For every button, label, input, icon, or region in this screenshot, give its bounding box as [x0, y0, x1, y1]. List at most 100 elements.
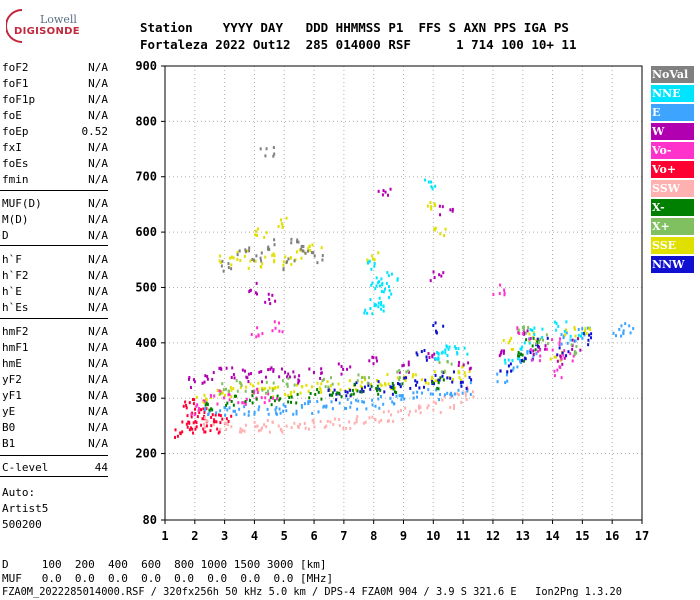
data-point-nne — [448, 345, 451, 349]
data-point-w — [260, 370, 263, 374]
data-point-e — [403, 397, 406, 401]
data-point-e — [618, 327, 621, 331]
data-point-e — [243, 405, 246, 409]
data-point-w — [292, 370, 295, 374]
data-point-e — [243, 412, 246, 416]
data-point-e — [416, 390, 419, 394]
data-point-sse — [300, 256, 303, 260]
data-point-x — [537, 340, 540, 344]
data-point-noval — [290, 237, 293, 241]
data-point-nnw — [461, 380, 464, 384]
data-point-x — [395, 391, 398, 395]
param-value: N/A — [88, 77, 108, 90]
data-point-noval — [264, 154, 267, 158]
data-point-x — [363, 376, 366, 380]
data-point-w — [246, 376, 249, 380]
data-point-sse — [585, 331, 588, 335]
data-point-x — [376, 389, 379, 393]
data-point-vo — [204, 430, 207, 434]
data-point-nne — [565, 320, 568, 324]
data-point-nne — [367, 260, 370, 264]
data-point-e — [219, 409, 222, 413]
data-point-nne — [434, 357, 437, 361]
data-point-nnw — [499, 369, 502, 373]
data-point-sse — [433, 370, 436, 374]
data-point-vo — [277, 321, 280, 325]
data-point-noval — [286, 260, 289, 264]
data-point-sse — [219, 260, 222, 264]
data-point-x — [206, 403, 209, 407]
data-point-w — [449, 208, 452, 212]
data-point-vo — [275, 397, 278, 401]
data-point-vo — [186, 425, 189, 429]
data-point-nnw — [441, 374, 444, 378]
data-point-sse — [299, 391, 302, 395]
data-point-sse — [319, 387, 322, 391]
data-point-noval — [272, 154, 275, 158]
data-point-w — [577, 337, 580, 341]
data-point-ssw — [313, 425, 316, 429]
data-point-ssw — [355, 417, 358, 421]
param-name: hmF2 — [2, 325, 29, 338]
data-point-sse — [277, 224, 280, 228]
param-name: hmE — [2, 357, 22, 370]
data-point-x — [295, 401, 298, 405]
data-point-nne — [430, 185, 433, 189]
data-point-e — [443, 393, 446, 397]
data-point-sse — [230, 388, 233, 392]
data-point-nne — [380, 277, 383, 281]
data-point-w — [337, 362, 340, 366]
data-point-sse — [230, 395, 233, 399]
data-point-nne — [431, 187, 434, 191]
data-point-nnw — [403, 376, 406, 380]
data-point-ssw — [323, 425, 326, 429]
data-point-x — [276, 394, 279, 398]
data-point-sse — [284, 255, 287, 259]
param-divider — [0, 476, 108, 477]
data-point-nne — [511, 359, 514, 363]
data-point-vo — [551, 338, 554, 342]
data-point-w — [267, 368, 270, 372]
data-point-e — [247, 410, 250, 414]
data-point-x — [235, 394, 238, 398]
data-point-noval — [301, 249, 304, 253]
auto-label: Auto: — [2, 486, 36, 499]
data-point-ssw — [285, 424, 288, 428]
data-point-w — [188, 376, 191, 380]
param-value: N/A — [88, 357, 108, 370]
data-point-x — [210, 407, 213, 411]
data-point-vo — [553, 374, 556, 378]
data-point-vo — [267, 392, 270, 396]
data-point-noval — [259, 256, 262, 260]
data-point-e — [457, 388, 460, 392]
data-point-e — [316, 400, 319, 404]
data-point-x — [269, 396, 272, 400]
data-point-nnw — [377, 380, 380, 384]
data-point-ssw — [266, 419, 269, 423]
data-point-e — [431, 392, 434, 396]
data-point-nne — [437, 351, 440, 355]
data-point-vo — [191, 427, 194, 431]
data-point-e — [528, 349, 531, 353]
data-point-nnw — [465, 386, 468, 390]
data-point-nnw — [333, 388, 336, 392]
data-point-x — [398, 378, 401, 382]
data-point-w — [269, 367, 272, 371]
data-point-e — [526, 351, 529, 355]
data-point-w — [503, 349, 506, 353]
data-point-sse — [216, 388, 219, 392]
data-point-ssw — [371, 415, 374, 419]
data-point-e — [438, 398, 441, 402]
data-point-w — [401, 364, 404, 368]
data-point-ssw — [239, 427, 242, 431]
data-point-ssw — [464, 391, 467, 395]
data-point-sse — [282, 260, 285, 264]
data-point-vo — [203, 430, 206, 434]
data-point-e — [389, 396, 392, 400]
data-point-x — [574, 352, 577, 356]
data-point-ssw — [256, 424, 259, 428]
data-point-w — [288, 375, 291, 379]
data-point-nnw — [536, 337, 539, 341]
data-point-e — [560, 333, 563, 337]
data-point-ssw — [280, 428, 283, 432]
